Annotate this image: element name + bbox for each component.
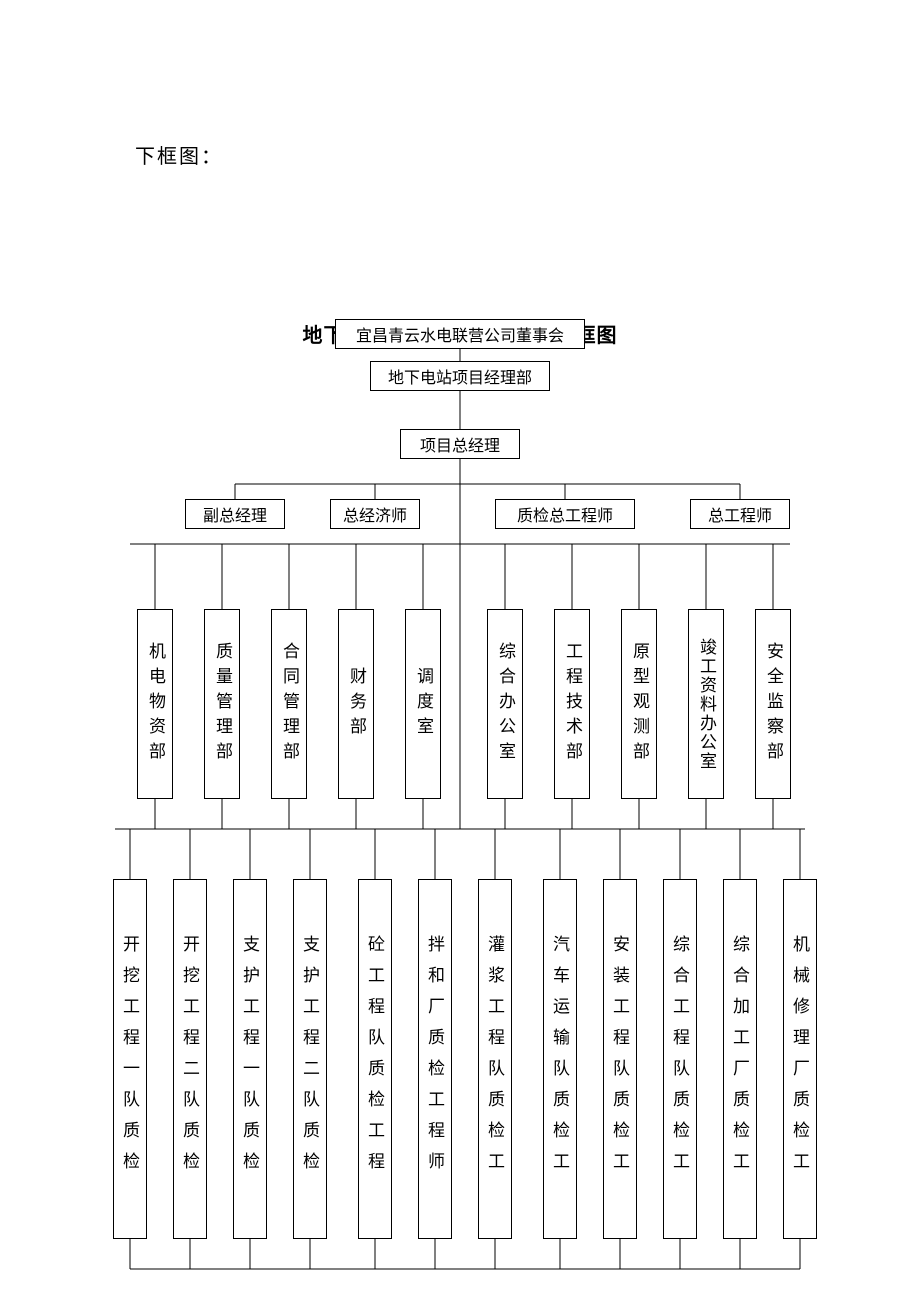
node-level6-6: 灌浆工程队质检工 bbox=[478, 879, 512, 1239]
node-level2: 地下电站项目经理部 bbox=[370, 361, 550, 391]
node-level4-3: 总工程师 bbox=[690, 499, 790, 529]
node-level6-5: 拌和厂质检工程师 bbox=[418, 879, 452, 1239]
node-level3: 项目总经理 bbox=[400, 429, 520, 459]
node-level4-2: 质检总工程师 bbox=[495, 499, 635, 529]
node-level5-9: 安全监察部 bbox=[755, 609, 791, 799]
node-level5-2: 合同管理部 bbox=[271, 609, 307, 799]
node-level5-0: 机电物资部 bbox=[137, 609, 173, 799]
node-level6-2: 支护工程一队质检 bbox=[233, 879, 267, 1239]
node-level6-3: 支护工程二队质检 bbox=[293, 879, 327, 1239]
node-level5-4: 调度室 bbox=[405, 609, 441, 799]
node-level5-7: 原型观测部 bbox=[621, 609, 657, 799]
node-level6-8: 安装工程队质检工 bbox=[603, 879, 637, 1239]
node-level6-4: 砼工程队质检工程 bbox=[358, 879, 392, 1239]
node-level4-1: 总经济师 bbox=[330, 499, 420, 529]
page-header-text: 下框图： bbox=[0, 0, 920, 169]
node-level6-11: 机械修理厂质检工 bbox=[783, 879, 817, 1239]
node-level5-6: 工程技术部 bbox=[554, 609, 590, 799]
node-level1: 宜昌青云水电联营公司董事会 bbox=[335, 319, 585, 349]
node-level6-1: 开挖工程二队质检 bbox=[173, 879, 207, 1239]
node-level5-3: 财务部 bbox=[338, 609, 374, 799]
org-chart: 地下电站主厂房施工组织机构框图 bbox=[0, 319, 920, 348]
node-level5-8: 竣工资料办公室 bbox=[688, 609, 724, 799]
node-level5-1: 质量管理部 bbox=[204, 609, 240, 799]
node-level6-9: 综合工程队质检工 bbox=[663, 879, 697, 1239]
node-level6-10: 综合加工厂质检工 bbox=[723, 879, 757, 1239]
node-level4-0: 副总经理 bbox=[185, 499, 285, 529]
node-level5-5: 综合办公室 bbox=[487, 609, 523, 799]
node-level6-7: 汽车运输队质检工 bbox=[543, 879, 577, 1239]
node-level6-0: 开挖工程一队质检 bbox=[113, 879, 147, 1239]
